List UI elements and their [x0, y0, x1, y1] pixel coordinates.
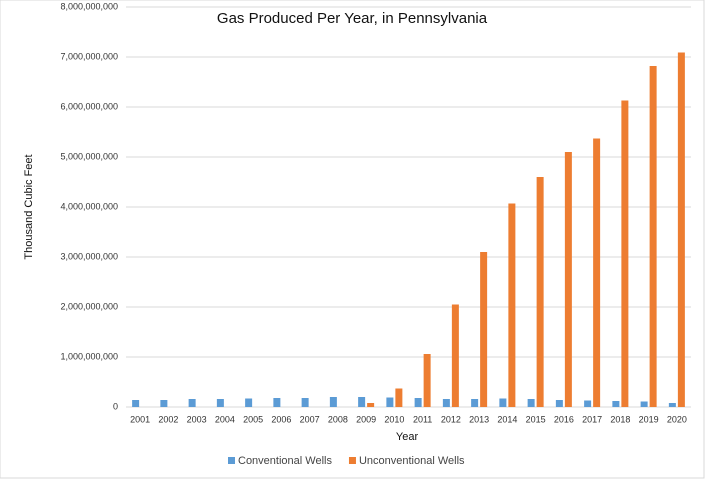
- bar: [564, 152, 572, 407]
- y-axis-title: Thousand Cubic Feet: [23, 154, 35, 259]
- x-tick-label: 2018: [610, 414, 630, 424]
- bar: [329, 397, 337, 407]
- y-tick-label: 7,000,000,000: [60, 51, 118, 61]
- x-tick-label: 2003: [187, 414, 207, 424]
- x-tick-label: 2002: [158, 414, 178, 424]
- bar: [677, 52, 685, 407]
- bar: [612, 401, 620, 407]
- y-tick-label: 8,000,000,000: [60, 1, 118, 11]
- x-tick-label: 2006: [271, 414, 291, 424]
- bar: [527, 399, 535, 407]
- bar: [536, 177, 544, 407]
- bar: [132, 400, 140, 407]
- bar: [668, 403, 676, 407]
- x-tick-label: 2016: [554, 414, 574, 424]
- x-tick-label: 2001: [130, 414, 150, 424]
- x-tick-label: 2009: [356, 414, 376, 424]
- bar: [423, 354, 431, 407]
- bar: [245, 398, 253, 407]
- bar: [160, 400, 168, 407]
- bar: [273, 398, 281, 407]
- x-tick-label: 2005: [243, 414, 263, 424]
- y-tick-label: 0: [113, 401, 118, 411]
- legend-label: Unconventional Wells: [359, 455, 465, 467]
- bar: [216, 399, 224, 407]
- bar: [301, 398, 309, 407]
- x-tick-label: 2014: [497, 414, 517, 424]
- bar: [649, 66, 657, 407]
- x-tick-label: 2011: [413, 414, 432, 424]
- bar: [621, 100, 629, 407]
- y-tick-label: 1,000,000,000: [60, 351, 118, 361]
- x-tick-label: 2007: [300, 414, 320, 424]
- bar: [640, 401, 648, 407]
- bar: [188, 399, 196, 407]
- bar: [499, 398, 507, 407]
- x-tick-label: 2020: [667, 414, 687, 424]
- bar: [367, 403, 375, 407]
- y-tick-label: 3,000,000,000: [60, 251, 118, 261]
- y-tick-label: 5,000,000,000: [60, 151, 118, 161]
- chart-title: Gas Produced Per Year, in Pennsylvania: [217, 10, 488, 27]
- x-tick-label: 2017: [582, 414, 602, 424]
- x-tick-label: 2010: [384, 414, 404, 424]
- bar: [358, 397, 366, 407]
- bar: [386, 397, 394, 407]
- x-tick-label: 2013: [469, 414, 489, 424]
- legend-label: Conventional Wells: [238, 455, 332, 467]
- bar: [584, 400, 592, 407]
- x-axis-title: Year: [396, 431, 419, 443]
- bar: [442, 399, 450, 407]
- bar: [395, 388, 403, 407]
- x-tick-label: 2004: [215, 414, 235, 424]
- x-tick-label: 2019: [639, 414, 659, 424]
- bar: [414, 398, 422, 407]
- legend-swatch: [228, 457, 235, 464]
- bar: [480, 252, 488, 407]
- bar: [555, 400, 563, 407]
- bar: [471, 399, 479, 407]
- legend-swatch: [348, 457, 356, 464]
- bar: [593, 138, 601, 407]
- y-tick-label: 2,000,000,000: [60, 301, 118, 311]
- x-tick-label: 2012: [441, 414, 461, 424]
- bar: [451, 304, 459, 407]
- x-tick-label: 2008: [328, 414, 348, 424]
- y-tick-label: 6,000,000,000: [60, 101, 118, 111]
- bar: [508, 203, 516, 407]
- y-tick-label: 4,000,000,000: [60, 201, 118, 211]
- x-tick-label: 2015: [526, 414, 546, 424]
